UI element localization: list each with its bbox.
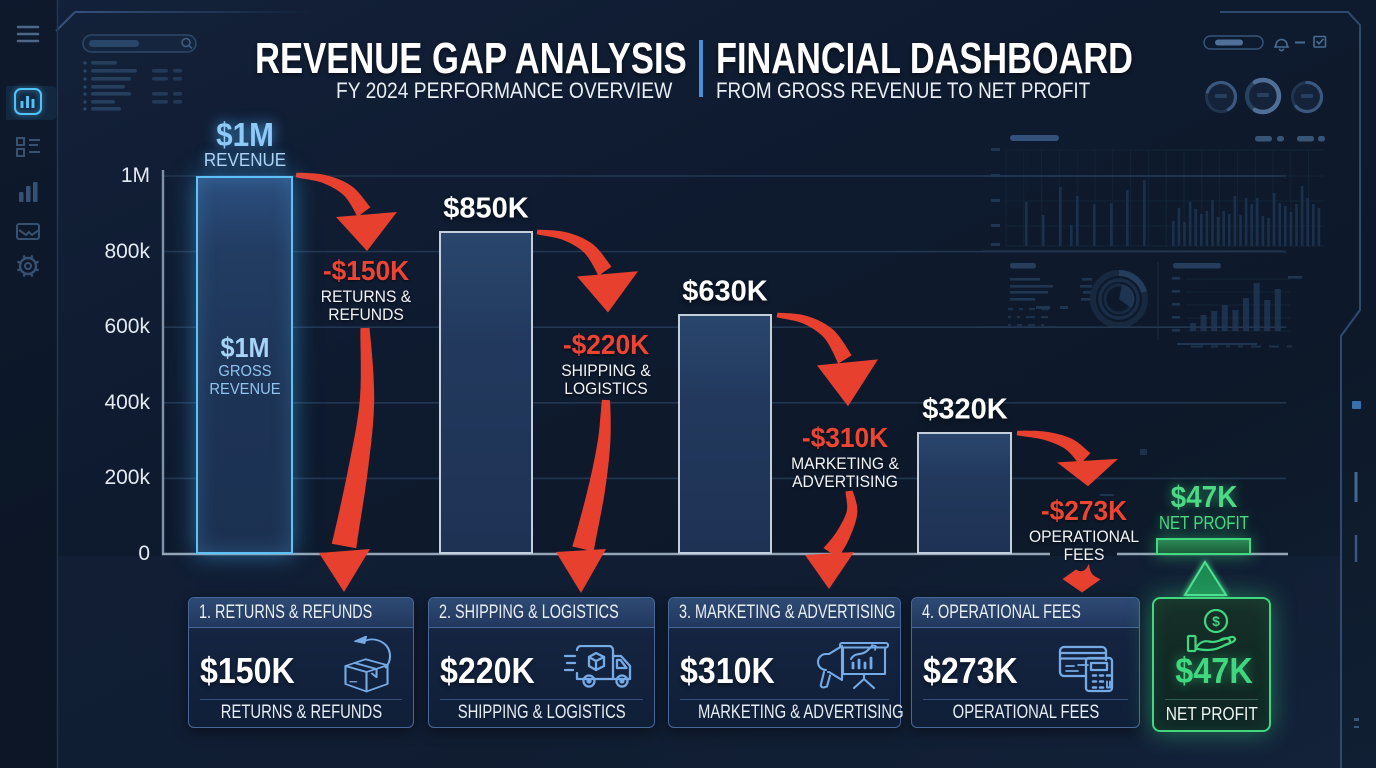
svg-text:$: $ [1212, 613, 1220, 629]
